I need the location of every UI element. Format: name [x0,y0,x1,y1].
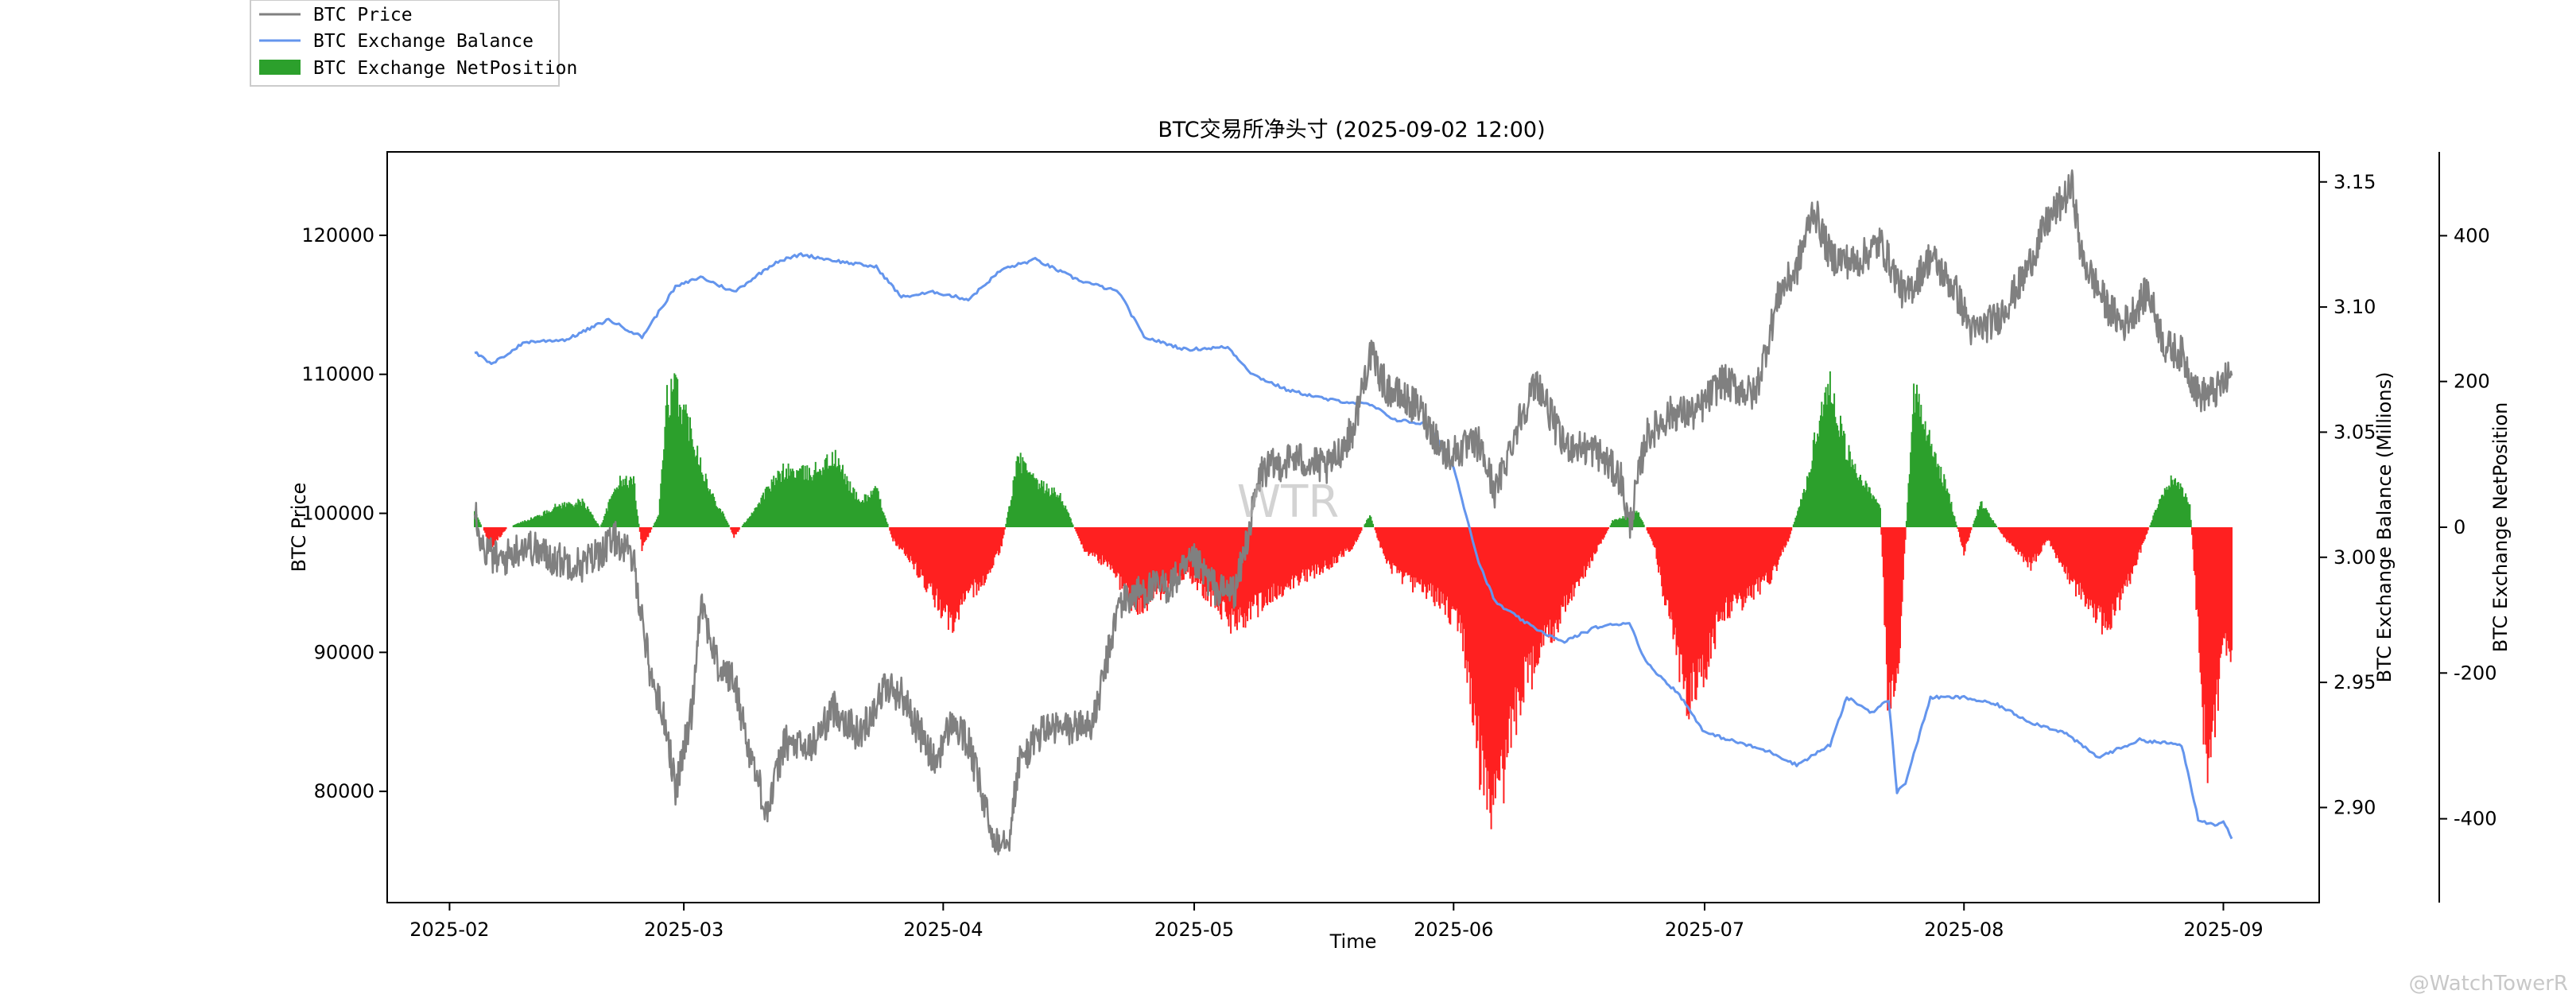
netposition-tick-label: -400 [2454,808,2496,830]
balance-tick-label: 3.15 [2334,171,2376,193]
x-tick-label: 2025-04 [903,918,983,941]
price-tick-label: 80000 [314,780,374,802]
x-tick-label: 2025-05 [1154,918,1234,941]
watermark-text: WTR [1237,476,1340,528]
netposition-tick-label: 0 [2454,516,2465,538]
legend-label-price: BTC Price [313,5,413,25]
price-tick-label: 100000 [301,503,374,525]
balance-series [474,252,2233,840]
chart-title: BTC交易所净头寸 (2025-09-02 12:00) [1158,118,1545,142]
netposition-bars [474,371,2233,829]
price-axis-ticks: 80000 90000 100000 110000 120000 [301,224,387,802]
balance-tick-label: 3.10 [2334,296,2376,318]
price-tick-label: 90000 [314,641,374,663]
balance-tick-label: 3.05 [2334,421,2376,443]
plot-frame [386,151,2320,903]
x-tick-label: 2025-02 [409,918,489,941]
legend-label-balance: BTC Exchange Balance [313,31,533,52]
x-tick-label: 2025-07 [1665,918,1744,941]
x-tick-label: 2025-09 [2183,918,2263,941]
legend: BTC Price BTC Exchange Balance BTC Excha… [250,0,577,87]
netposition-tick-label: 400 [2454,224,2490,247]
x-tick-label: 2025-03 [644,918,724,941]
x-axis-ticks: 2025-02 2025-03 2025-04 2025-05 2025-06 2025-… [409,903,2264,941]
price-axis-label: BTC Price [288,483,310,573]
legend-label-netposition: BTC Exchange NetPosition [313,58,577,79]
netposition-tick-label: 200 [2454,371,2490,393]
netposition-axis-ticks: -400 -200 0 200 400 [2439,224,2496,830]
legend-box [250,0,560,87]
balance-axis-ticks: 2.90 2.95 3.00 3.05 3.10 3.15 [2319,171,2376,818]
price-tick-label: 120000 [301,224,374,247]
balance-line [474,252,2233,840]
legend-swatch-netposition [259,60,301,75]
credit-text: @WatchTowerR [2409,972,2568,996]
balance-tick-label: 2.95 [2334,671,2376,693]
price-line [473,169,2233,856]
netposition-tick-label: -200 [2454,662,2496,684]
x-tick-label: 2025-08 [1924,918,2004,941]
x-tick-label: 2025-06 [1414,918,1493,941]
balance-tick-label: 3.00 [2334,546,2376,569]
x-axis-label: Time [1329,930,1377,953]
netposition-axis-label: BTC Exchange NetPosition [2489,402,2512,653]
price-series [473,169,2233,856]
balance-axis-label: BTC Exchange Balance (Millions) [2373,372,2396,683]
balance-tick-label: 2.90 [2334,796,2376,818]
price-tick-label: 110000 [301,363,374,386]
